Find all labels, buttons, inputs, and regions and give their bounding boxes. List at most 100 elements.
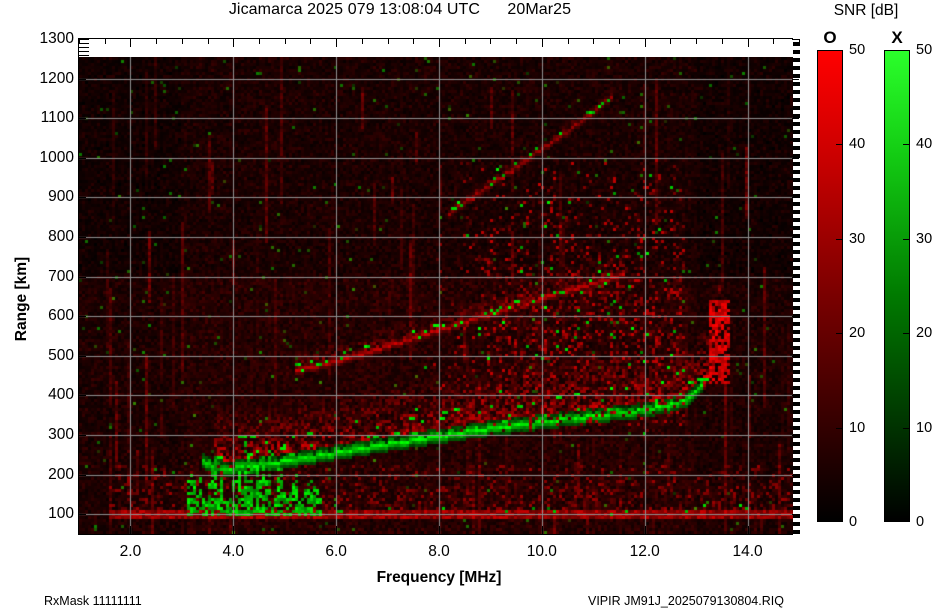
y-tick-mark bbox=[792, 355, 799, 357]
x-tick-mark bbox=[336, 526, 338, 534]
y-tick-mark bbox=[79, 237, 86, 238]
colorbar-tick-label: 50 bbox=[916, 42, 932, 58]
colorbar-tick-label: 50 bbox=[849, 42, 866, 58]
x-minor-tick-mark bbox=[156, 39, 158, 44]
y-tick-mark bbox=[79, 355, 86, 357]
y-tick-mark bbox=[79, 316, 86, 318]
x-tick-mark bbox=[439, 526, 440, 534]
y-tick-mark bbox=[792, 395, 799, 397]
y-tick-mark bbox=[79, 474, 86, 476]
y-tick-mark bbox=[79, 157, 86, 159]
x-tick-label: 10.0 bbox=[526, 543, 557, 560]
y-axis-tick-labels: 100 200 300 400 500 600 700 800 900 1000 1100 1200 1… bbox=[0, 0, 74, 614]
y-tick-mark bbox=[79, 78, 86, 80]
y-tick-mark bbox=[79, 197, 86, 199]
y-tick-mark bbox=[792, 514, 799, 516]
y-tick-label: 1000 bbox=[39, 148, 74, 166]
y-tick-label: 900 bbox=[48, 188, 74, 206]
y-tick-label: 700 bbox=[48, 267, 74, 285]
x-tick-mark bbox=[541, 526, 543, 534]
x-tick-label: 6.0 bbox=[325, 543, 347, 560]
x-tick-label: 14.0 bbox=[732, 543, 763, 560]
x-minor-tick-mark bbox=[593, 39, 595, 44]
x-minor-tick-mark bbox=[439, 39, 440, 44]
x-minor-tick-mark bbox=[130, 39, 132, 44]
y-tick-mark bbox=[79, 276, 86, 278]
colorbar-tick-mark bbox=[836, 238, 843, 240]
x-minor-tick-mark bbox=[721, 39, 723, 44]
colorbar-tick-label: 40 bbox=[916, 136, 932, 153]
x-minor-tick-mark bbox=[490, 39, 492, 44]
colorbar-tick-label: 40 bbox=[849, 136, 866, 153]
x-minor-tick-mark bbox=[284, 39, 286, 44]
page-title: Jicamarca 2025 079 13:08:04 UTC 20Mar25 bbox=[228, 1, 572, 18]
x-minor-tick-mark bbox=[670, 39, 672, 44]
x-minor-tick-mark bbox=[104, 39, 106, 44]
y-tick-mark bbox=[79, 39, 86, 40]
x-minor-tick-mark bbox=[336, 39, 338, 44]
y-tick-label: 200 bbox=[48, 465, 74, 483]
x-tick-mark bbox=[233, 526, 235, 534]
x-minor-tick-mark bbox=[181, 39, 183, 44]
x-tick-mark bbox=[130, 526, 132, 534]
colorbar-tick-mark bbox=[836, 144, 843, 146]
x-minor-tick-mark bbox=[799, 39, 800, 44]
colorbar-title: SNR [dB] bbox=[833, 2, 899, 19]
colorbar-tick-label: 10 bbox=[916, 419, 932, 436]
y-tick-label: 800 bbox=[48, 228, 74, 245]
colorbar-tick-label: 30 bbox=[916, 230, 932, 247]
y-tick-label: 1300 bbox=[39, 30, 74, 47]
y-tick-mark bbox=[792, 39, 799, 40]
colorbar-tick-label: 10 bbox=[849, 419, 866, 436]
y-tick-label: 1100 bbox=[40, 109, 74, 127]
y-tick-mark bbox=[79, 435, 86, 436]
y-tick-label: 1200 bbox=[39, 69, 74, 87]
colorbar-tick-label: 30 bbox=[849, 230, 866, 247]
x-minor-tick-mark bbox=[464, 39, 466, 44]
x-minor-tick-mark bbox=[696, 39, 698, 44]
y-tick-label: 100 bbox=[48, 505, 74, 523]
y-tick-label: 600 bbox=[48, 307, 74, 325]
ionogram-canvas bbox=[79, 39, 799, 534]
y-tick-mark bbox=[79, 118, 86, 120]
plot-right-dashed-edge bbox=[793, 38, 800, 535]
source-file-label: VIPIR JM91J_2025079130804.RIQ bbox=[588, 594, 784, 608]
plot-top-margin bbox=[79, 39, 793, 57]
ionogram-plot-area[interactable] bbox=[78, 38, 800, 535]
x-tick-label: 2.0 bbox=[119, 543, 142, 560]
y-tick-mark bbox=[792, 316, 799, 318]
y-tick-label: 300 bbox=[48, 426, 74, 443]
y-tick-mark bbox=[792, 435, 799, 436]
colorbar-tick-mark bbox=[903, 333, 910, 335]
x-minor-tick-mark bbox=[413, 39, 415, 44]
y-tick-mark bbox=[792, 157, 799, 159]
y-tick-mark bbox=[792, 276, 799, 278]
x-minor-tick-mark bbox=[259, 39, 260, 44]
colorbar-tick-label: 20 bbox=[916, 325, 932, 342]
x-minor-tick-mark bbox=[310, 39, 312, 44]
x-minor-tick-mark bbox=[516, 39, 518, 44]
x-minor-tick-mark bbox=[207, 39, 209, 44]
rxmask-label: RxMask 11111111 bbox=[44, 594, 142, 608]
colorbar-x-gradient bbox=[884, 50, 910, 522]
colorbar-x-label: X bbox=[891, 28, 903, 47]
x-minor-tick-mark bbox=[79, 39, 80, 44]
y-tick-label: 500 bbox=[48, 346, 74, 364]
x-tick-label: 8.0 bbox=[428, 543, 450, 560]
x-minor-tick-mark bbox=[567, 39, 569, 44]
y-axis-title: Range [km] bbox=[13, 256, 30, 342]
x-minor-tick-mark bbox=[747, 39, 749, 44]
colorbar-o-label: O bbox=[823, 28, 837, 47]
colorbar-tick-label: 20 bbox=[849, 325, 866, 342]
colorbar-tick-mark bbox=[836, 427, 843, 429]
y-tick-mark bbox=[792, 118, 799, 120]
top-left-minor-ticks bbox=[79, 39, 89, 57]
x-minor-tick-mark bbox=[644, 39, 646, 44]
colorbar-tick-label: 0 bbox=[916, 514, 925, 530]
colorbar-o-gradient bbox=[817, 50, 843, 522]
x-minor-tick-mark bbox=[773, 39, 775, 44]
x-axis-title: Frequency [MHz] bbox=[376, 569, 502, 586]
y-tick-mark bbox=[792, 197, 799, 199]
colorbar-tick-label: 0 bbox=[849, 514, 858, 530]
